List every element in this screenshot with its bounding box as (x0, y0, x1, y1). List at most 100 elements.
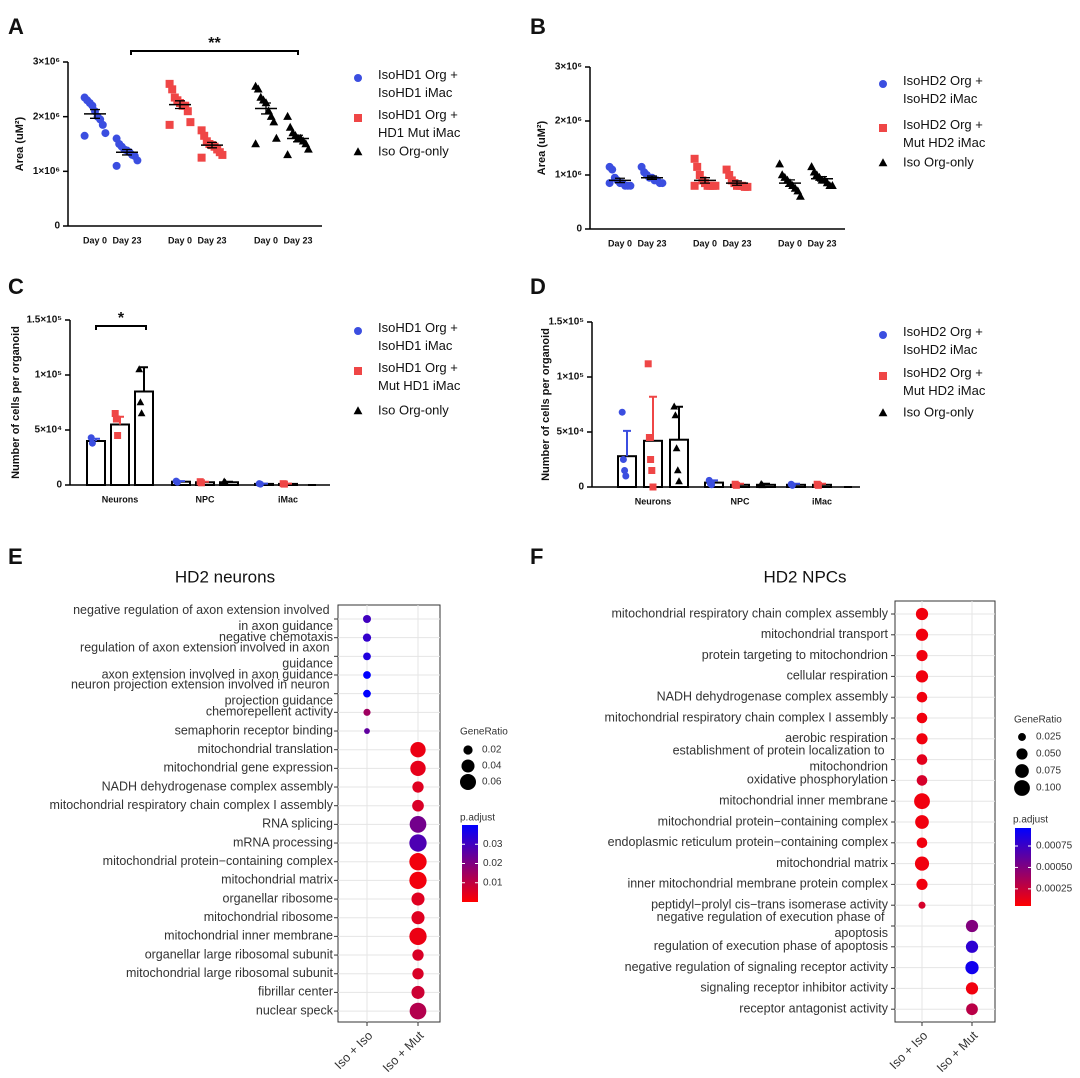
enrichment-dot (916, 650, 928, 662)
size-legend-label: 0.02 (482, 745, 502, 756)
data-point (671, 411, 680, 419)
enrichment-dot (412, 799, 424, 812)
enrichment-dot (965, 940, 979, 953)
enrichment-dot (363, 708, 371, 716)
term-label: mitochondrial ribosome (204, 910, 333, 924)
x-tick-label: Day 23 (637, 238, 666, 248)
data-point (256, 480, 264, 488)
enrichment-dot (965, 919, 979, 933)
data-point (181, 101, 190, 110)
size-legend-label: 0.050 (1036, 749, 1061, 760)
data-point (648, 467, 656, 474)
enrichment-dot (965, 960, 979, 975)
legend-marker (879, 80, 887, 88)
data-point (197, 153, 206, 162)
enrichment-dot (966, 1003, 978, 1016)
data-point (87, 434, 95, 442)
x-tick-label: NPC (730, 496, 750, 506)
size-legend-dot (461, 759, 475, 773)
legend-line: IsoHD1 Org + (378, 67, 461, 82)
term-line: apoptosis (834, 926, 888, 940)
term-label: protein targeting to mitochondrion (702, 648, 888, 662)
enrichment-dot (412, 968, 424, 980)
size-legend-dot (1015, 764, 1029, 778)
x-tick-label: Day 0 (778, 238, 802, 248)
term-label: organellar large ribosomal subunit (145, 947, 334, 961)
term-label: NADH dehydrogenase complex assembly (102, 779, 334, 793)
size-legend-label: 0.075 (1036, 766, 1061, 777)
term-line: negative regulation of axon extension in… (73, 603, 333, 617)
enrichment-dot (409, 1002, 427, 1020)
y-tick-label: 3×10⁶ (33, 57, 60, 68)
y-axis-label: Area (uM²) (14, 116, 26, 171)
legend-marker (353, 406, 363, 415)
error-bar (785, 179, 795, 187)
term-label: mitochondrial matrix (221, 873, 334, 887)
data-point (165, 120, 174, 129)
colorbar (1015, 828, 1031, 906)
size-legend-dot (1018, 733, 1026, 741)
data-point (690, 154, 699, 163)
enrichment-dot (914, 856, 930, 871)
x-tick-label: Day 23 (807, 238, 836, 248)
data-point (775, 159, 784, 168)
data-point (112, 415, 120, 423)
data-point (814, 481, 822, 489)
data-point (101, 129, 110, 138)
data-point (218, 150, 227, 159)
term-label: mitochondrial inner membrane (164, 929, 333, 943)
error-bar (700, 177, 710, 184)
x-tick-label: Neurons (635, 496, 672, 506)
legend-label: IsoHD2 Org + Mut HD2 iMac (903, 365, 986, 398)
data-point (725, 171, 734, 179)
term-label: mitochondrial respiratory chain complex … (605, 710, 889, 724)
size-legend-dot (1016, 748, 1028, 760)
term-label: peptidyl−prolyl cis−trans isomerase acti… (651, 897, 889, 911)
y-tick-label: 0 (54, 221, 60, 232)
enrichment-dot (411, 911, 425, 925)
data-point (645, 434, 653, 441)
legend-line: Mut HD2 iMac (903, 383, 986, 398)
data-point (647, 456, 655, 463)
term-label: negative regulation of axon extension in… (73, 603, 333, 633)
legend-label: Iso Org-only (378, 143, 449, 158)
legend-label: IsoHD2 Org + IsoHD2 iMac (903, 324, 986, 357)
significance-label: ** (208, 35, 221, 52)
term-label: axon extension involved in axon guidance (102, 667, 333, 681)
colorbar-label: 0.00050 (1036, 862, 1073, 873)
enrichment-dot (916, 837, 928, 849)
x-tick-label: NPC (195, 494, 215, 504)
enrichment-dot (409, 816, 427, 833)
term-label: chemorepellent activity (206, 705, 334, 719)
legend-marker (878, 408, 888, 417)
term-line: neuron projection extension involved in … (71, 678, 333, 692)
y-tick-label: 1×10⁶ (33, 166, 60, 177)
enrichment-dot (412, 781, 424, 793)
y-tick-label: 5×10⁴ (35, 425, 63, 436)
y-tick-label: 0 (56, 480, 62, 491)
term-label: mitochondrial inner membrane (719, 793, 888, 807)
enrichment-dot (914, 793, 930, 810)
legend-line: Mut HD1 iMac (378, 378, 461, 393)
x-tick-label: Day 23 (112, 235, 141, 245)
y-tick-label: 1×10⁵ (35, 370, 63, 381)
term-label: mitochondrial protein−containing complex (103, 854, 334, 868)
term-label: cellular respiration (787, 669, 888, 683)
x-tick-label: Day 23 (722, 238, 751, 248)
data-point (111, 410, 119, 417)
y-tick-label: 1.5×10⁵ (548, 317, 584, 328)
error-bar (207, 141, 217, 149)
y-tick-label: 2×10⁶ (555, 116, 582, 127)
term-label: semaphorin receptor binding (175, 723, 333, 737)
legend-marker (354, 367, 362, 375)
panel-letter: C (8, 274, 24, 299)
data-point (675, 477, 683, 485)
data-point (165, 79, 174, 88)
term-label: mitochondrial translation (198, 742, 334, 756)
enrichment-dot (915, 628, 929, 641)
enrichment-dot (410, 742, 426, 758)
y-tick-label: 3×10⁶ (555, 62, 582, 73)
legend-label: IsoHD1 Org + IsoHD1 iMac (378, 67, 461, 100)
data-point (283, 111, 292, 120)
colorbar-label: 0.00075 (1036, 841, 1073, 852)
